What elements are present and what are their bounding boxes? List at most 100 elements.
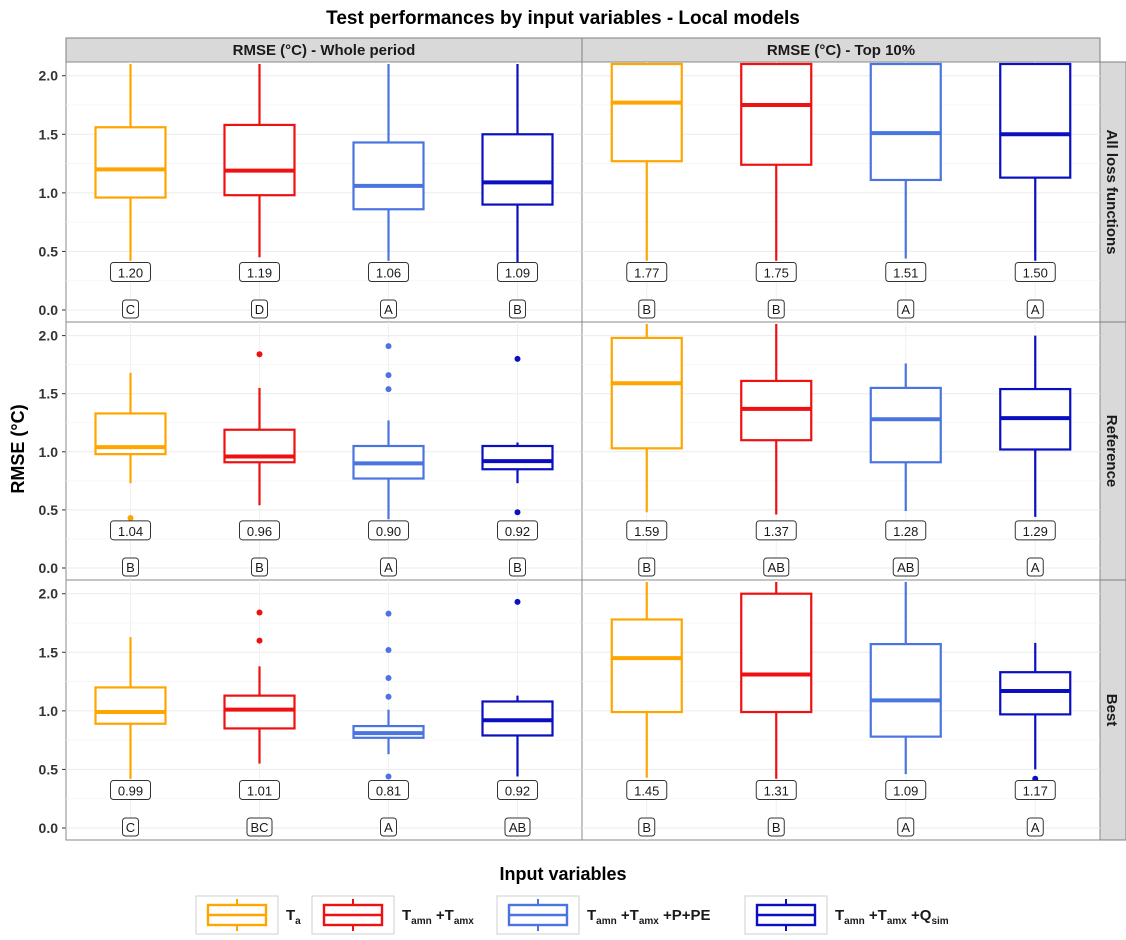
column-strip [581, 37, 1101, 63]
median-label-box [110, 780, 151, 801]
box-series-2: 1.19 D [223, 64, 296, 319]
group-letter-box [638, 817, 656, 837]
outlier-point [385, 372, 392, 379]
outlier-point [385, 646, 392, 653]
group-letter-box [1026, 557, 1044, 577]
group-letter: A [384, 820, 393, 835]
median-label: 1.29 [1023, 524, 1048, 539]
y-tick-label: 2.0 [39, 328, 59, 344]
iqr-box [869, 386, 942, 464]
facet-panel: 0.99 C 1.01 BC 0.81 A 0.92 AB [65, 579, 583, 841]
box-series-1: 1.04 B [94, 372, 167, 577]
group-letter: B [642, 302, 651, 317]
group-letter-box [509, 299, 526, 319]
group-letter: B [255, 560, 264, 575]
box-series-4: 0.92 AB [481, 598, 554, 837]
group-letter-box [251, 557, 268, 577]
group-letter-box [504, 817, 531, 837]
y-tick-label: 0.5 [39, 243, 59, 259]
box-series-3: 1.28 AB [869, 363, 942, 577]
outlier-point [256, 637, 263, 644]
group-letter-box [892, 557, 919, 577]
y-tick-label: 1.0 [39, 444, 59, 460]
median-label: 1.01 [247, 784, 272, 799]
legend: Ta Tamn +Tamx Tamn +Tamx +P+PE Tamn +Tamx +… [195, 895, 949, 935]
group-letter: C [126, 302, 135, 317]
group-letter: B [513, 302, 522, 317]
box-series-1: 0.99 C [94, 637, 167, 837]
group-letter-box [763, 557, 790, 577]
median-label-box [368, 780, 409, 801]
y-tick-label: 1.5 [39, 126, 59, 142]
iqr-box [740, 592, 813, 714]
group-letter-box [122, 817, 139, 837]
panels-layer: RMSE (°C) - Whole period RMSE (°C) - Top … [39, 37, 1126, 841]
iqr-box [610, 618, 683, 714]
box-series-4: 0.92 B [481, 355, 554, 577]
median-label: 0.90 [376, 524, 401, 539]
outlier-point [385, 693, 392, 700]
median-label: 1.59 [634, 524, 659, 539]
legend-label: Tamn +Tamx +Qsim [835, 907, 949, 927]
iqr-box [999, 62, 1072, 179]
iqr-box [740, 62, 813, 166]
median-label-box [755, 780, 797, 801]
iqr-box [869, 62, 942, 182]
median-label: 1.50 [1023, 266, 1048, 281]
column-strip-label: RMSE (°C) - Top 10% [767, 42, 915, 59]
median-label-box [110, 262, 151, 283]
group-letter: A [384, 302, 393, 317]
group-letter: B [772, 302, 781, 317]
group-letter: B [513, 560, 522, 575]
iqr-box [481, 444, 554, 471]
group-letter-box [1026, 299, 1044, 319]
group-letter: A [1031, 560, 1040, 575]
group-letter-box [380, 299, 397, 319]
median-label: 1.19 [247, 266, 272, 281]
median-label: 1.04 [118, 524, 143, 539]
median-label-box [755, 520, 797, 541]
outlier-point [385, 343, 392, 350]
row-strip-label: All loss functions [1103, 129, 1120, 254]
outlier-point [256, 609, 263, 616]
outlier-point [385, 386, 392, 393]
facet-panel: 1.59 B 1.37 AB 1.28 AB 1.29 A [581, 321, 1101, 581]
median-label: 1.09 [505, 266, 530, 281]
y-tick-label: 0.0 [39, 560, 59, 576]
y-tick-label: 2.0 [39, 586, 59, 602]
y-tick-label: 0.5 [39, 761, 59, 777]
median-label-box [1014, 262, 1056, 283]
iqr-box [94, 126, 167, 199]
y-tick-label: 0.0 [39, 820, 59, 836]
row-strip-label: Best [1103, 694, 1120, 727]
facet-panel: 1.04 B 0.96 B 0.90 A 0.92 B [65, 321, 583, 581]
median-label-box [885, 262, 927, 283]
median-label-box [368, 520, 409, 541]
iqr-box [223, 123, 296, 197]
group-letter-box [122, 299, 139, 319]
group-letter: A [1031, 820, 1040, 835]
median-label: 1.75 [764, 266, 789, 281]
legend-item-3: Tamn +Tamx +P+PE [496, 895, 711, 935]
iqr-box [94, 686, 167, 725]
group-letter-box [897, 299, 915, 319]
box-series-1: 1.77 B [610, 62, 683, 319]
group-letter: B [642, 560, 651, 575]
outlier-point [514, 509, 521, 516]
group-letter-box [638, 557, 656, 577]
group-letter: AB [509, 820, 526, 835]
group-letter-box [767, 817, 785, 837]
group-letter-box [767, 299, 785, 319]
y-tick-label: 1.5 [39, 386, 59, 402]
median-label-box [626, 262, 668, 283]
group-letter: A [384, 560, 393, 575]
group-letter: A [901, 302, 910, 317]
median-label-box [239, 262, 280, 283]
outlier-point [385, 610, 392, 617]
median-label-box [755, 262, 797, 283]
facet-panel: 1.77 B 1.75 B 1.51 A 1.50 A [581, 61, 1101, 323]
box-series-3: 0.90 A [352, 343, 425, 577]
median-label: 1.45 [634, 784, 659, 799]
median-label: 1.31 [764, 784, 789, 799]
